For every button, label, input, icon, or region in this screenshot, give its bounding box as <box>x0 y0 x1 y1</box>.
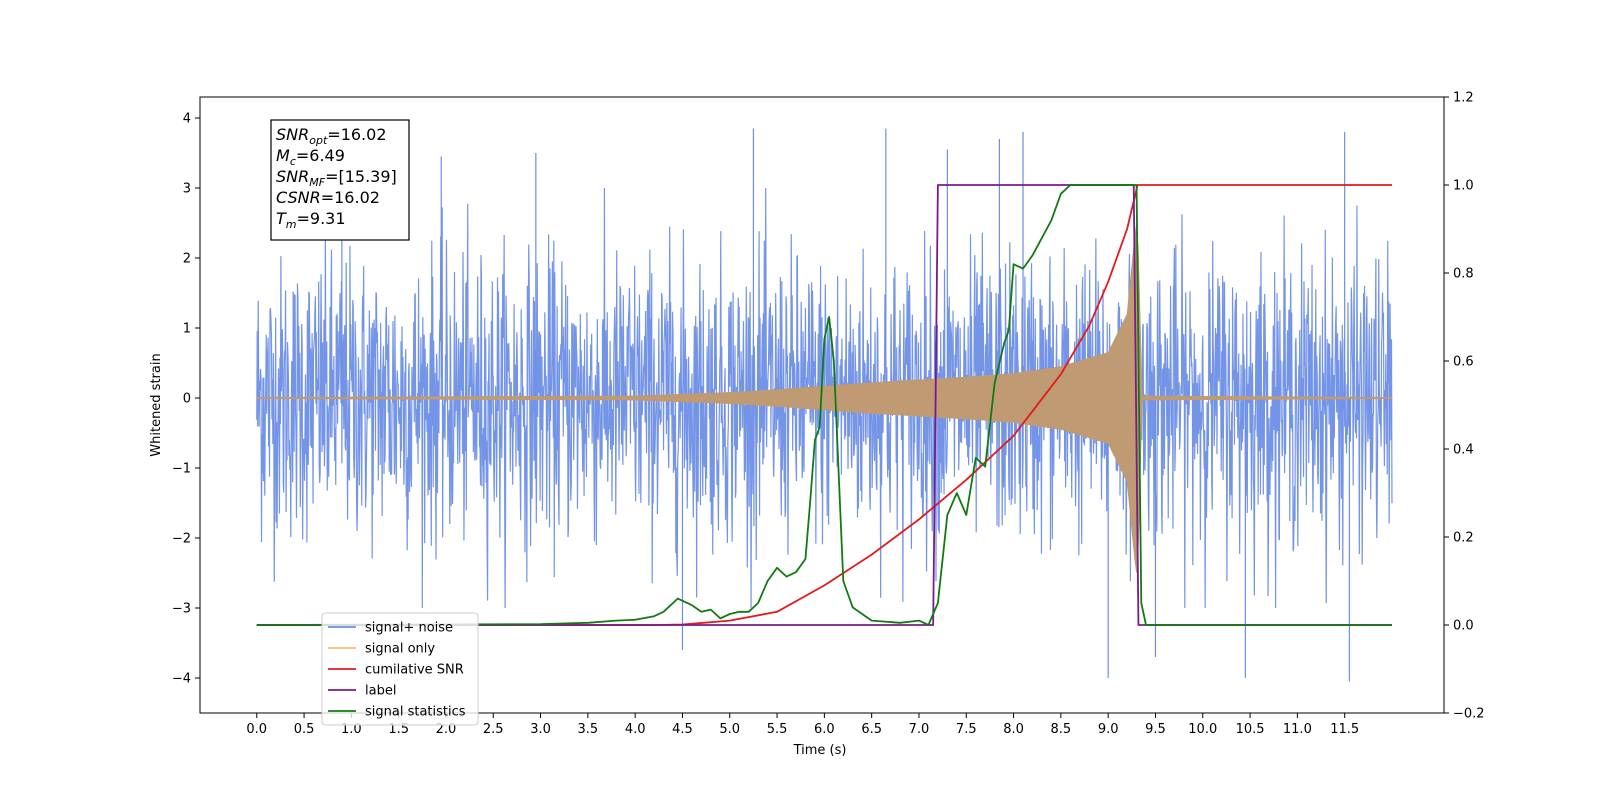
x-tick-label: 3.5 <box>578 722 599 737</box>
legend-label: signal+ noise <box>365 621 453 636</box>
y2-tick-label: 0.6 <box>1453 355 1474 370</box>
x-tick-label: 10.0 <box>1188 722 1217 737</box>
x-tick-label: 9.0 <box>1098 722 1119 737</box>
x-tick-label: 11.5 <box>1330 722 1359 737</box>
y2-tick-label: 0.4 <box>1453 443 1474 458</box>
axes-frame <box>199 96 1445 714</box>
y-tick-label: 2 <box>183 252 191 267</box>
x-tick-label: 10.5 <box>1236 722 1265 737</box>
annotation-line: Mc=6.49 <box>276 146 345 168</box>
series-signal-noise <box>256 187 1393 609</box>
y-tick-label: 0 <box>183 392 191 407</box>
series-cumilative-snr <box>256 184 1392 626</box>
legend-label: signal statistics <box>365 705 466 720</box>
y-tick-label: −3 <box>172 602 191 617</box>
x-axis-title: Time (s) <box>793 743 847 758</box>
y-tick-label: −1 <box>172 462 191 477</box>
x-tick-label: 3.0 <box>530 722 551 737</box>
x-tick-label: 4.0 <box>625 722 646 737</box>
y-tick-label: 4 <box>183 112 191 127</box>
x-tick-label: 9.5 <box>1145 722 1166 737</box>
annotation-frame <box>270 119 410 241</box>
y-tick-label: −4 <box>172 672 191 687</box>
y-tick-label: 1 <box>183 322 191 337</box>
y-axis-title: Whitened strain <box>149 353 164 456</box>
annotation-line: SNRopt=16.02 <box>276 125 387 147</box>
x-tick-label: 8.5 <box>1051 722 1072 737</box>
y2-tick-label: 0.0 <box>1453 619 1474 634</box>
series-signal-only <box>256 222 1393 574</box>
x-tick-label: 4.5 <box>672 722 693 737</box>
x-tick-label: 0.5 <box>294 722 315 737</box>
x-tick-label: 8.0 <box>1003 722 1024 737</box>
x-tick-label: 1.5 <box>388 722 409 737</box>
y2-tick-label: −0.2 <box>1453 707 1485 722</box>
y2-tick-label: 1.2 <box>1453 91 1474 106</box>
annotation-line: CSNR=16.02 <box>276 188 380 207</box>
x-tick-label: 5.0 <box>719 722 740 737</box>
x-tick-label: 6.5 <box>861 722 882 737</box>
metrics-annotation-box: SNRopt=16.02Mc=6.49SNRMF=[15.39]CSNR=16.… <box>270 119 410 241</box>
x-tick-label: 5.5 <box>767 722 788 737</box>
x-axis-ticks: 0.0 0.5 1.0 1.5 2.0 2.5 3.0 3.5 4.0 4.5 5.0 5.5 6.0 6… <box>246 713 1359 737</box>
legend-label: label <box>365 684 396 699</box>
x-tick-label: 2.5 <box>483 722 504 737</box>
series-signal-statistics <box>256 184 1392 626</box>
legend-label: signal only <box>365 642 435 657</box>
x-tick-label: 0.0 <box>246 722 267 737</box>
x-tick-label: 7.0 <box>909 722 930 737</box>
y2-tick-label: 0.8 <box>1453 267 1474 282</box>
legend-frame <box>321 612 479 726</box>
x-tick-label: 6.0 <box>814 722 835 737</box>
x-tick-label: 11.0 <box>1283 722 1312 737</box>
y-axis-ticks: 4 3 2 1 0 −1 −2 −3 −4 <box>172 112 200 687</box>
annotation-line: SNRMF=[15.39] <box>276 167 397 189</box>
x-tick-label: 1.0 <box>341 722 362 737</box>
legend-label: cumilative SNR <box>365 663 464 678</box>
y2-tick-label: 1.0 <box>1453 179 1474 194</box>
y-tick-label: 3 <box>183 182 191 197</box>
legend: signal+ noise signal only cumilative SNR la… <box>321 612 479 726</box>
x-tick-label: 2.0 <box>436 722 457 737</box>
annotation-line: Tm=9.31 <box>276 209 346 231</box>
x-tick-label: 7.5 <box>956 722 977 737</box>
y-tick-label: −2 <box>172 532 191 547</box>
y2-axis-ticks: 1.2 1.0 0.8 0.6 0.4 0.2 0.0 −0.2 <box>1444 91 1485 722</box>
y2-tick-label: 0.2 <box>1453 531 1474 546</box>
